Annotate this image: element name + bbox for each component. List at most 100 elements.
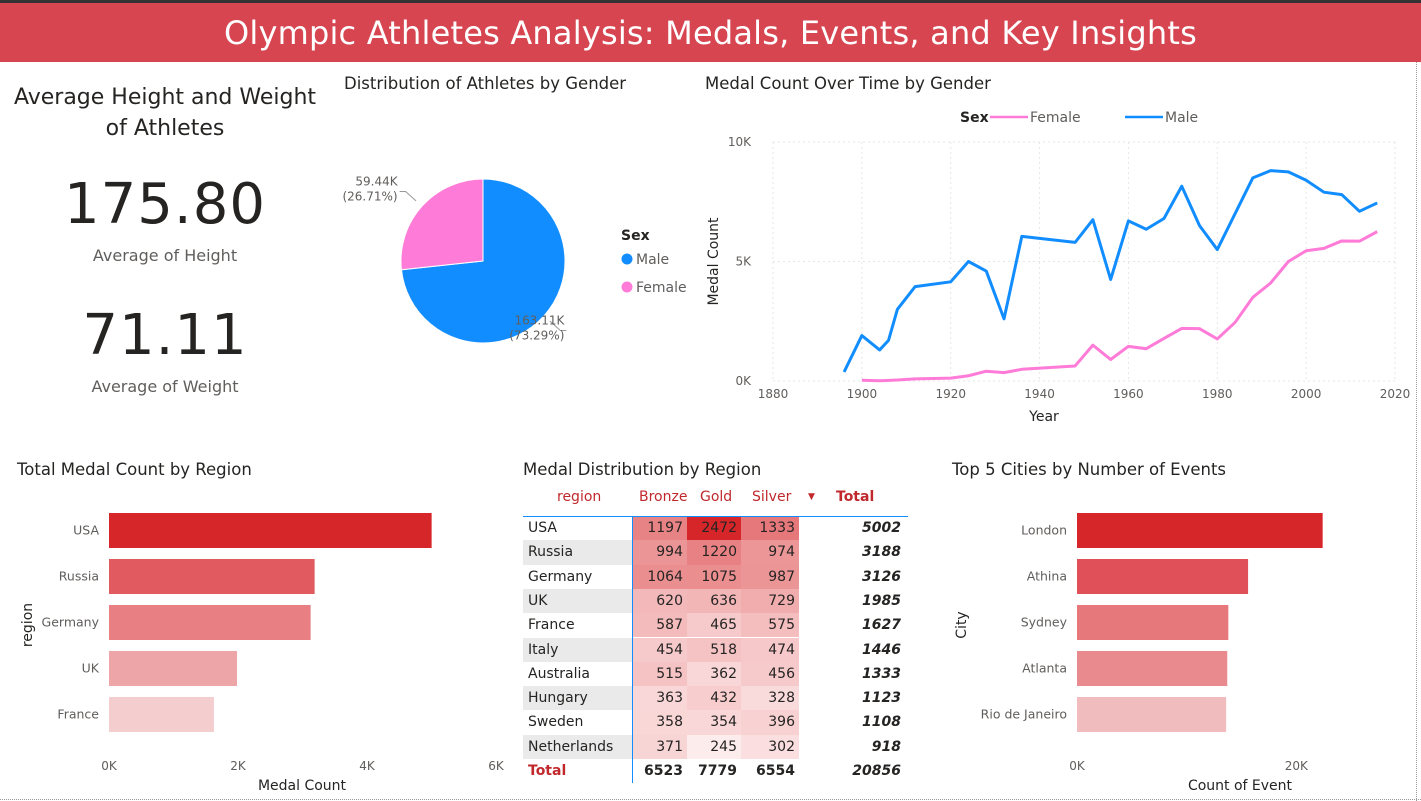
bar-rio-de-janeiro[interactable] [1077,697,1227,732]
total-cell: 1108 [862,714,901,731]
y-axis-title: Medal Count [706,217,722,306]
bar-usa[interactable] [109,513,432,548]
y-tick-label: 0K [735,374,752,388]
column-header-total[interactable]: Total [836,489,875,505]
region-cell: Netherlands [523,734,633,759]
silver-cell: 974 [741,540,799,565]
gold-cell: 1220 [687,540,741,565]
legend-marker-female [621,281,633,293]
region-cell: Germany [528,568,593,585]
bronze-cell: 358 [633,710,687,735]
y-tick-label: 10K [728,135,752,149]
category-label-rio-de-janeiro: Rio de Janeiro [981,707,1067,722]
region-bar-chart[interactable]: USA Russia Germany UK France 0K 2K 4K 6K Medal Co… [10,490,510,795]
x-tick-label: 0K [101,759,118,773]
medal-table-title: Medal Distribution by Region [523,460,762,479]
table-row[interactable]: France 587 465 575 1627 [523,613,908,638]
gold-cell: 432 [687,686,741,711]
cities-bar-title: Top 5 Cities by Number of Events [952,460,1227,479]
medals-over-time-chart[interactable]: 1880 1900 1920 1940 1960 1980 2000 2020 0K 5K 10K Y… [700,100,1415,430]
bar-germany[interactable] [109,605,311,640]
x-tick-label: 6K [488,759,505,773]
pie-data-percent: (26.71%) [342,190,397,204]
region-cell: Hungary [523,686,633,711]
silver-cell: 575 [741,613,799,638]
bar-athina[interactable] [1077,559,1249,594]
gold-cell: 518 [687,637,741,662]
pie-data-label: 163.11K [515,313,566,327]
legend-item-female[interactable]: Female [636,280,687,296]
bar-london[interactable] [1077,513,1323,548]
x-tick-label: 1960 [1113,387,1144,401]
gold-cell: 354 [687,710,741,735]
table-row[interactable]: Italy 454 518 474 1446 [523,637,908,662]
average-height-value: 175.80 [64,172,266,237]
bar-france[interactable] [109,697,214,732]
y-axis-title: region [20,603,36,647]
x-tick-label: 1900 [847,387,878,401]
legend-item-female[interactable]: Female [1030,110,1081,126]
category-label-atlanta: Atlanta [1022,661,1067,676]
bronze-cell: 515 [633,661,687,687]
canvas-edge-bottom [0,799,1421,801]
x-axis-title: Medal Count [258,778,347,794]
pie-data-percent: (73.29%) [509,328,564,342]
table-row[interactable]: Germany 1064 1075 987 3126 [523,564,908,589]
table-row[interactable]: Netherlands 371 245 302 918 [523,734,908,759]
table-row[interactable]: Hungary 363 432 328 1123 [523,686,908,711]
column-header-region[interactable]: region [557,489,602,505]
category-label-russia: Russia [59,569,99,584]
bar-uk[interactable] [109,651,238,686]
column-header-gold[interactable]: Gold [700,489,733,505]
category-label-uk: UK [82,661,100,676]
x-tick-label: 0K [1069,759,1086,773]
series-line-female[interactable] [861,230,1378,383]
silver-cell: 729 [741,588,799,614]
bar-russia[interactable] [109,559,315,594]
gold-cell: 1075 [687,564,741,589]
column-header-bronze[interactable]: Bronze [639,489,688,505]
x-tick-label: 1880 [758,387,789,401]
silver-cell: 474 [741,637,799,662]
table-row[interactable]: USA 1197 2472 1333 5002 [523,516,908,541]
silver-cell: 1333 [741,516,799,541]
gold-cell: 362 [687,661,741,687]
total-cell: 1985 [862,592,901,609]
silver-cell: 987 [741,564,799,589]
x-tick-label: 4K [359,759,376,773]
table-row[interactable]: Sweden 358 354 396 1108 [523,710,908,735]
pie-legend-title: Sex [621,228,650,244]
bar-sydney[interactable] [1077,605,1229,640]
bronze-cell: 1197 [633,516,687,541]
table-row[interactable]: UK 620 636 729 1985 [523,588,908,614]
bronze-cell: 363 [633,686,687,711]
legend-item-male[interactable]: Male [1165,110,1198,126]
series-line-male[interactable] [842,169,1378,373]
bar-atlanta[interactable] [1077,651,1228,686]
pie-slice-female[interactable] [400,178,484,271]
legend-marker-male [621,253,633,265]
x-axis-title: Year [1028,409,1059,425]
table-column-separator [632,516,633,784]
column-header-silver[interactable]: Silver [752,489,792,505]
table-row[interactable]: Russia 994 1220 974 3188 [523,540,908,565]
table-row[interactable]: Australia 515 362 456 1333 [523,661,908,687]
total-cell: 918 [871,738,901,755]
x-tick-label: 1920 [935,387,966,401]
bronze-cell: 620 [633,588,687,614]
table-total-row[interactable]: Total 6523 7779 6554 20856 [523,759,908,783]
bronze-cell: 371 [633,734,687,759]
x-tick-label: 2020 [1380,387,1411,401]
category-label-france: France [57,707,99,722]
legend-item-male[interactable]: Male [636,252,669,268]
sort-desc-icon[interactable]: ▼ [808,492,815,502]
gender-pie-chart[interactable]: 163.11K(73.29%) 59.44K(26.71%) Sex Male Fema… [340,100,690,390]
average-weight-label: Average of Weight [91,377,239,396]
x-tick-label: 1940 [1024,387,1055,401]
dashboard-header: Olympic Athletes Analysis: Medals, Event… [0,0,1421,62]
region-cell: Sweden [528,714,584,731]
bronze-cell: 587 [633,613,687,638]
cities-bar-chart[interactable]: London Athina Sydney Atlanta Rio de Janeiro 0… [945,490,1415,795]
silver-cell: 396 [741,710,799,735]
bronze-cell: 454 [633,637,687,662]
